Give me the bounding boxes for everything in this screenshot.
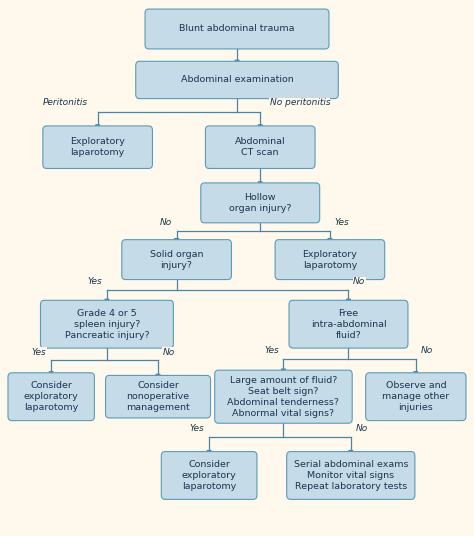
Text: Hollow
organ injury?: Hollow organ injury? [229, 193, 292, 213]
Text: Free
intra-abdominal
fluid?: Free intra-abdominal fluid? [310, 309, 386, 340]
Text: No: No [163, 347, 175, 356]
Text: No: No [420, 346, 433, 355]
Text: Exploratory
laparotomy: Exploratory laparotomy [302, 250, 357, 270]
FancyBboxPatch shape [275, 240, 385, 280]
FancyBboxPatch shape [289, 300, 408, 348]
FancyBboxPatch shape [40, 300, 173, 348]
Text: Yes: Yes [32, 347, 46, 356]
Text: Yes: Yes [335, 218, 349, 227]
Text: Exploratory
laparotomy: Exploratory laparotomy [70, 137, 125, 157]
FancyBboxPatch shape [205, 126, 315, 168]
Text: Consider
exploratory
laparotomy: Consider exploratory laparotomy [24, 381, 79, 412]
Text: No peritonitis: No peritonitis [270, 98, 330, 107]
Text: Blunt abdominal trauma: Blunt abdominal trauma [179, 25, 295, 33]
Text: Observe and
manage other
injuries: Observe and manage other injuries [382, 381, 449, 412]
Text: Solid organ
injury?: Solid organ injury? [150, 250, 203, 270]
Text: Serial abdominal exams
Monitor vital signs
Repeat laboratory tests: Serial abdominal exams Monitor vital sig… [293, 460, 408, 491]
Text: Abdominal examination: Abdominal examination [181, 76, 293, 85]
Text: Grade 4 or 5
spleen injury?
Pancreatic injury?: Grade 4 or 5 spleen injury? Pancreatic i… [64, 309, 149, 340]
Text: Abdominal
CT scan: Abdominal CT scan [235, 137, 285, 157]
Text: Consider
exploratory
laparotomy: Consider exploratory laparotomy [182, 460, 237, 491]
FancyBboxPatch shape [287, 452, 415, 500]
FancyBboxPatch shape [145, 9, 329, 49]
Text: Yes: Yes [190, 425, 204, 434]
Text: Large amount of fluid?
Seat belt sign?
Abdominal tenderness?
Abnormal vital sign: Large amount of fluid? Seat belt sign? A… [228, 376, 339, 418]
Text: Yes: Yes [88, 277, 102, 286]
FancyBboxPatch shape [215, 370, 352, 423]
FancyBboxPatch shape [43, 126, 153, 168]
Text: Yes: Yes [264, 346, 279, 355]
Text: No: No [160, 218, 172, 227]
FancyBboxPatch shape [122, 240, 231, 280]
FancyBboxPatch shape [8, 373, 94, 421]
FancyBboxPatch shape [161, 452, 257, 500]
Text: No: No [353, 277, 365, 286]
Text: Consider
nonoperative
management: Consider nonoperative management [126, 381, 190, 412]
FancyBboxPatch shape [365, 373, 466, 421]
FancyBboxPatch shape [136, 61, 338, 99]
Text: Peritonitis: Peritonitis [43, 98, 88, 107]
Text: No: No [356, 425, 368, 434]
FancyBboxPatch shape [106, 375, 210, 418]
FancyBboxPatch shape [201, 183, 319, 223]
